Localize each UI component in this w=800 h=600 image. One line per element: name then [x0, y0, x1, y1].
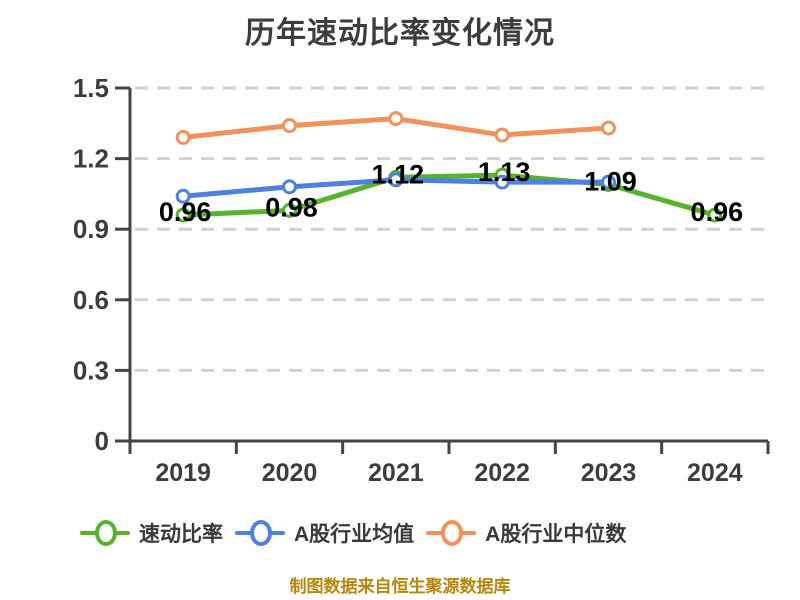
data-point-marker: [175, 129, 191, 145]
legend-item: A股行业均值: [235, 518, 414, 548]
legend-label: A股行业中位数: [485, 523, 627, 546]
legend-dot-icon: [250, 520, 272, 546]
y-tick-label: 0: [95, 426, 109, 456]
data-point-marker: [707, 207, 723, 223]
legend-marker-icon: [80, 518, 130, 548]
data-point-marker: [388, 111, 404, 127]
y-tick-label: 1.5: [73, 73, 109, 103]
legend-marker-icon: [426, 518, 477, 548]
data-point-label: 1.12: [372, 159, 425, 189]
legend-item: A股行业中位数: [426, 518, 626, 548]
data-point-label: 1.09: [584, 166, 637, 196]
data-point-label: 0.98: [265, 192, 318, 222]
footer-note: 制图数据来自恒生聚源数据库: [289, 577, 511, 596]
series-line: [180, 172, 718, 218]
legend-label: 速动比率: [139, 523, 223, 546]
data-point-marker: [282, 202, 297, 218]
data-point-marker: [494, 127, 510, 143]
x-tick-label: 2023: [581, 459, 637, 487]
legend-dot-icon: [95, 520, 117, 546]
chart-title: 历年速动比率变化情况: [245, 17, 555, 50]
x-tick-label: 2021: [368, 459, 424, 487]
legend-item: 速动比率: [80, 518, 223, 548]
data-point-marker: [282, 179, 297, 195]
legend-marker-icon: [235, 518, 285, 548]
y-tick-label: 1.2: [73, 144, 109, 174]
x-tick-label: 2024: [687, 459, 743, 487]
data-point-marker: [175, 188, 191, 204]
data-point-marker: [388, 172, 404, 188]
data-point-label: 1.13: [478, 157, 531, 187]
y-tick-label: 0.9: [73, 214, 109, 244]
data-point-marker: [601, 174, 616, 190]
data-point-marker: [282, 118, 297, 134]
y-tick-label: 0.6: [73, 285, 109, 315]
legend-label: A股行业均值: [294, 523, 415, 546]
legend: 速动比率 A股行业均值 A股行业中位数: [80, 518, 626, 548]
data-point-label: 0.96: [691, 197, 744, 227]
data-point-marker: [601, 120, 616, 136]
data-point-marker: [494, 174, 510, 190]
x-tick-label: 2022: [474, 459, 530, 487]
x-tick-label: 2020: [262, 459, 318, 487]
y-tick-label: 0.3: [73, 355, 109, 385]
data-point-label: 0.96: [159, 197, 212, 227]
data-point-marker: [175, 207, 191, 223]
legend-dot-icon: [441, 520, 464, 546]
x-tick-label: 2019: [155, 459, 211, 487]
